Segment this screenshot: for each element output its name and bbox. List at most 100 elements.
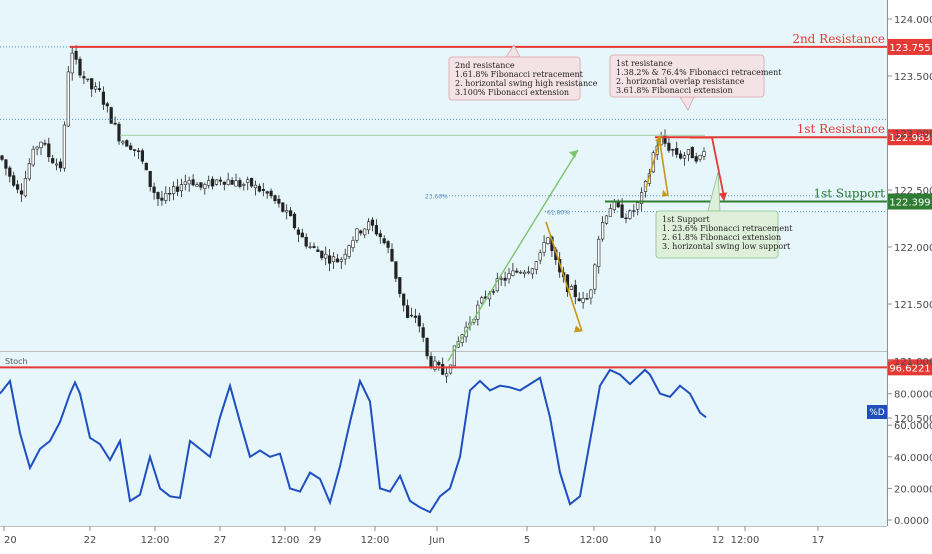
candle-bearish [90,78,94,90]
candle-bullish [347,245,351,257]
candle-bearish [4,159,8,169]
candle-bearish [277,198,281,204]
level-price-value: 122.399 [889,198,930,209]
candle-bearish [359,230,363,234]
price-tick-label: 122.500 [894,186,932,197]
candle-bullish [339,259,343,262]
swing-arrow [658,136,669,196]
candle-bullish [308,246,312,248]
annotation-box [655,210,779,259]
candle-bullish [253,184,258,189]
candle-bullish [203,184,207,190]
candle-bullish [187,180,191,185]
candle-bullish [195,184,199,187]
candle-bullish [183,181,187,185]
candle-bullish [569,286,573,290]
annotation-box [609,54,765,98]
stoch-d-line [0,368,707,514]
candle-bullish [604,215,609,224]
candle-bearish [405,305,410,318]
candle-bearish [671,149,675,151]
candle-bullish [546,237,550,245]
candle-bearish [51,158,55,164]
candle-bearish [300,232,304,238]
annotation-line: 3.100% Fibonacci extension [455,88,569,97]
candle-bullish [39,141,43,149]
candle-bullish [409,314,414,317]
candle-bullish [499,278,503,280]
forecast-arrow [690,136,725,198]
series-tag-label: %D [869,408,885,418]
candle-bearish [437,361,441,366]
candle-bearish [417,315,421,327]
time-tick-label: 27 [214,535,227,546]
annotation-line: 1st Support [662,215,710,224]
candle-bullish [62,124,66,169]
time-tick-label: 12:00 [271,535,300,546]
candle-bearish [222,181,226,185]
candle-bearish [15,184,20,190]
candle-bearish [316,249,320,252]
candle-bearish [211,178,215,187]
candle-bullish [608,208,612,217]
candle-bearish [402,293,406,306]
candle-bearish [109,107,113,124]
candle-bearish [678,153,683,159]
swing-arrowhead [662,189,668,197]
candle-bearish [168,193,172,195]
candle-bullish [172,186,176,194]
candle-bearish [12,175,16,186]
candle-bearish [74,50,78,60]
candle-bearish [620,204,624,218]
time-tick-label: 10 [649,535,662,546]
annotation-line: 1.61.8% Fibonacci retracement [455,70,584,79]
candle-bullish [639,192,644,204]
swing-arrowhead [574,325,582,333]
candle-bearish [667,142,671,151]
candle-bearish [320,250,324,259]
level-name: 1st Resistance [797,122,885,136]
candle-bullish [324,253,328,259]
annotation-line: 2. 61.8% Fibonacci extension [662,233,781,242]
candle-bullish [526,271,531,274]
stoch-pane-background [0,352,887,526]
candle-bullish [27,163,31,180]
price-tick-label: 124.000 [894,15,932,26]
candle-bullish [593,264,597,290]
candle-bearish [503,277,507,281]
candle-bullish [164,193,168,201]
candle-bearish [8,167,12,177]
candle-bullish [363,228,367,236]
candle-bearish [429,356,433,368]
candle-bearish [250,178,254,187]
candle-bullish [355,228,359,241]
candle-bullish [86,78,90,81]
candle-bullish [246,179,250,183]
candle-bullish [542,242,546,253]
level-name: 1st Support [813,187,885,201]
candle-bullish [538,252,542,261]
time-tick-label: 12 [712,535,725,546]
time-tick-label: 17 [812,535,825,546]
price-tick-label: 123.000 [894,129,932,140]
axes: 124.000 123.500 123.000 122.500 122.000 121.5… [3,15,932,546]
stoch-level-value: 96.6221 [889,363,930,374]
candle-bearish [624,217,628,220]
candle-bullish [433,360,437,370]
candle-bearish [156,192,160,200]
candle-bearish [585,298,589,300]
candle-bearish [218,179,223,182]
candle-bearish [690,146,694,159]
candle-bullish [23,178,28,197]
candle-bearish [378,233,382,238]
candle-bearish [129,145,133,150]
candle-bullish [511,270,515,276]
projection-arrow [447,149,579,362]
candle-bearish [441,363,445,375]
candle-bearish [175,186,180,192]
candle-bearish [47,143,51,158]
candle-bullish [331,256,336,262]
time-tick-label: Jun [428,535,445,546]
